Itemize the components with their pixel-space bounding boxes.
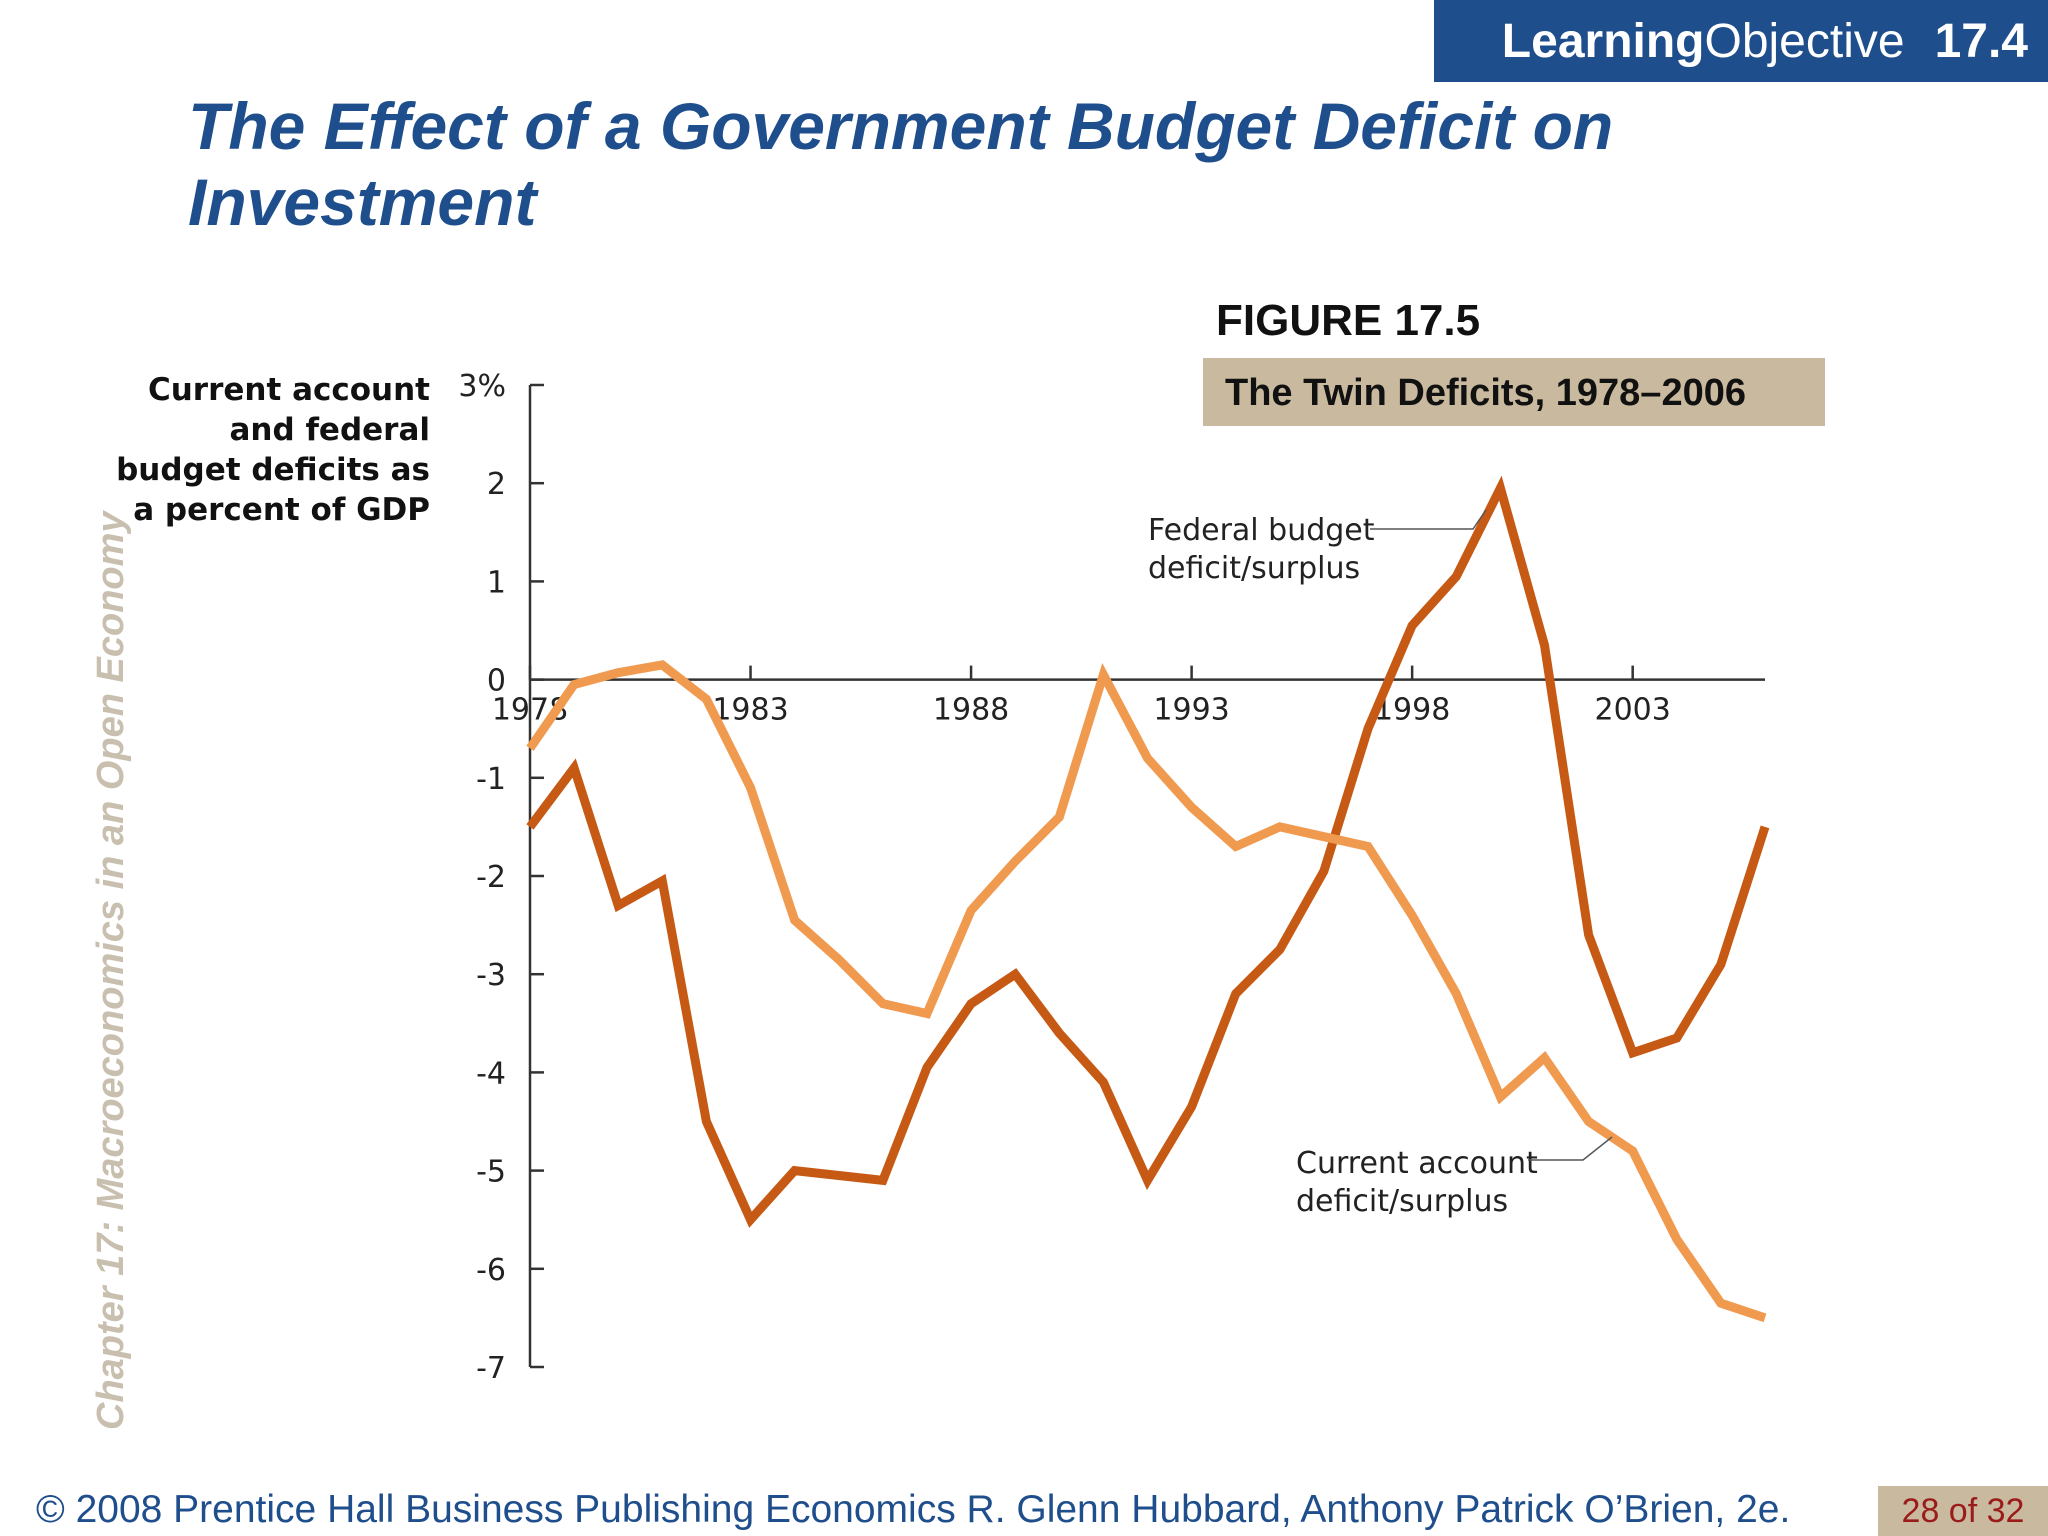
federal-budget-annotation: Federal budget: [1148, 513, 1375, 548]
slide-title: The Effect of a Government Budget Defici…: [188, 89, 1614, 239]
learning-objective-number: 17.4: [1934, 14, 2028, 68]
x-tick-label: 1988: [933, 693, 1009, 728]
current-account-annotation: deficit/surplus: [1296, 1184, 1508, 1219]
footer-copyright: © 2008 Prentice Hall Business Publishing…: [36, 1488, 1791, 1531]
federal-budget-annotation: deficit/surplus: [1148, 551, 1360, 586]
federal-budget-line: [526, 475, 1770, 1228]
current-account-annotation: Current account: [1296, 1146, 1538, 1181]
learning-objective-label-bold: Learning: [1501, 14, 1705, 68]
y-tick-label: -5: [476, 1155, 506, 1190]
figure-label: FIGURE 17.5: [1216, 296, 1481, 345]
y-tick-label: 3%: [458, 369, 506, 404]
chart-series: [526, 475, 1770, 1323]
y-tick-label: -4: [476, 1056, 506, 1091]
x-tick-label: 2003: [1594, 693, 1670, 728]
y-tick-label: 2: [487, 467, 506, 502]
y-tick-label: -6: [476, 1253, 506, 1288]
federal-budget-annotation-leader: [1370, 509, 1487, 530]
y-tick-label: -7: [476, 1351, 506, 1386]
x-tick-label: 1983: [712, 693, 788, 728]
learning-objective-badge: Learning Objective 17.4: [1434, 0, 2048, 82]
x-tick-label: 1998: [1374, 693, 1450, 728]
figure-caption: The Twin Deficits, 1978–2006: [1203, 358, 1825, 426]
y-axis-label: Current account and federal budget defic…: [116, 372, 430, 528]
y-tick-label: -3: [476, 958, 506, 993]
y-tick-label: 0: [487, 664, 506, 699]
learning-objective-label: Objective: [1704, 14, 1905, 68]
y-tick-label: -2: [476, 860, 506, 895]
page-counter: 28 of 32: [1878, 1486, 2048, 1536]
x-tick-label: 1993: [1153, 693, 1229, 728]
current-account-line: [526, 660, 1767, 1323]
current-account-annotation-leader: [1528, 1136, 1613, 1161]
y-tick-label: -1: [476, 762, 506, 797]
y-tick-label: 1: [487, 565, 506, 600]
